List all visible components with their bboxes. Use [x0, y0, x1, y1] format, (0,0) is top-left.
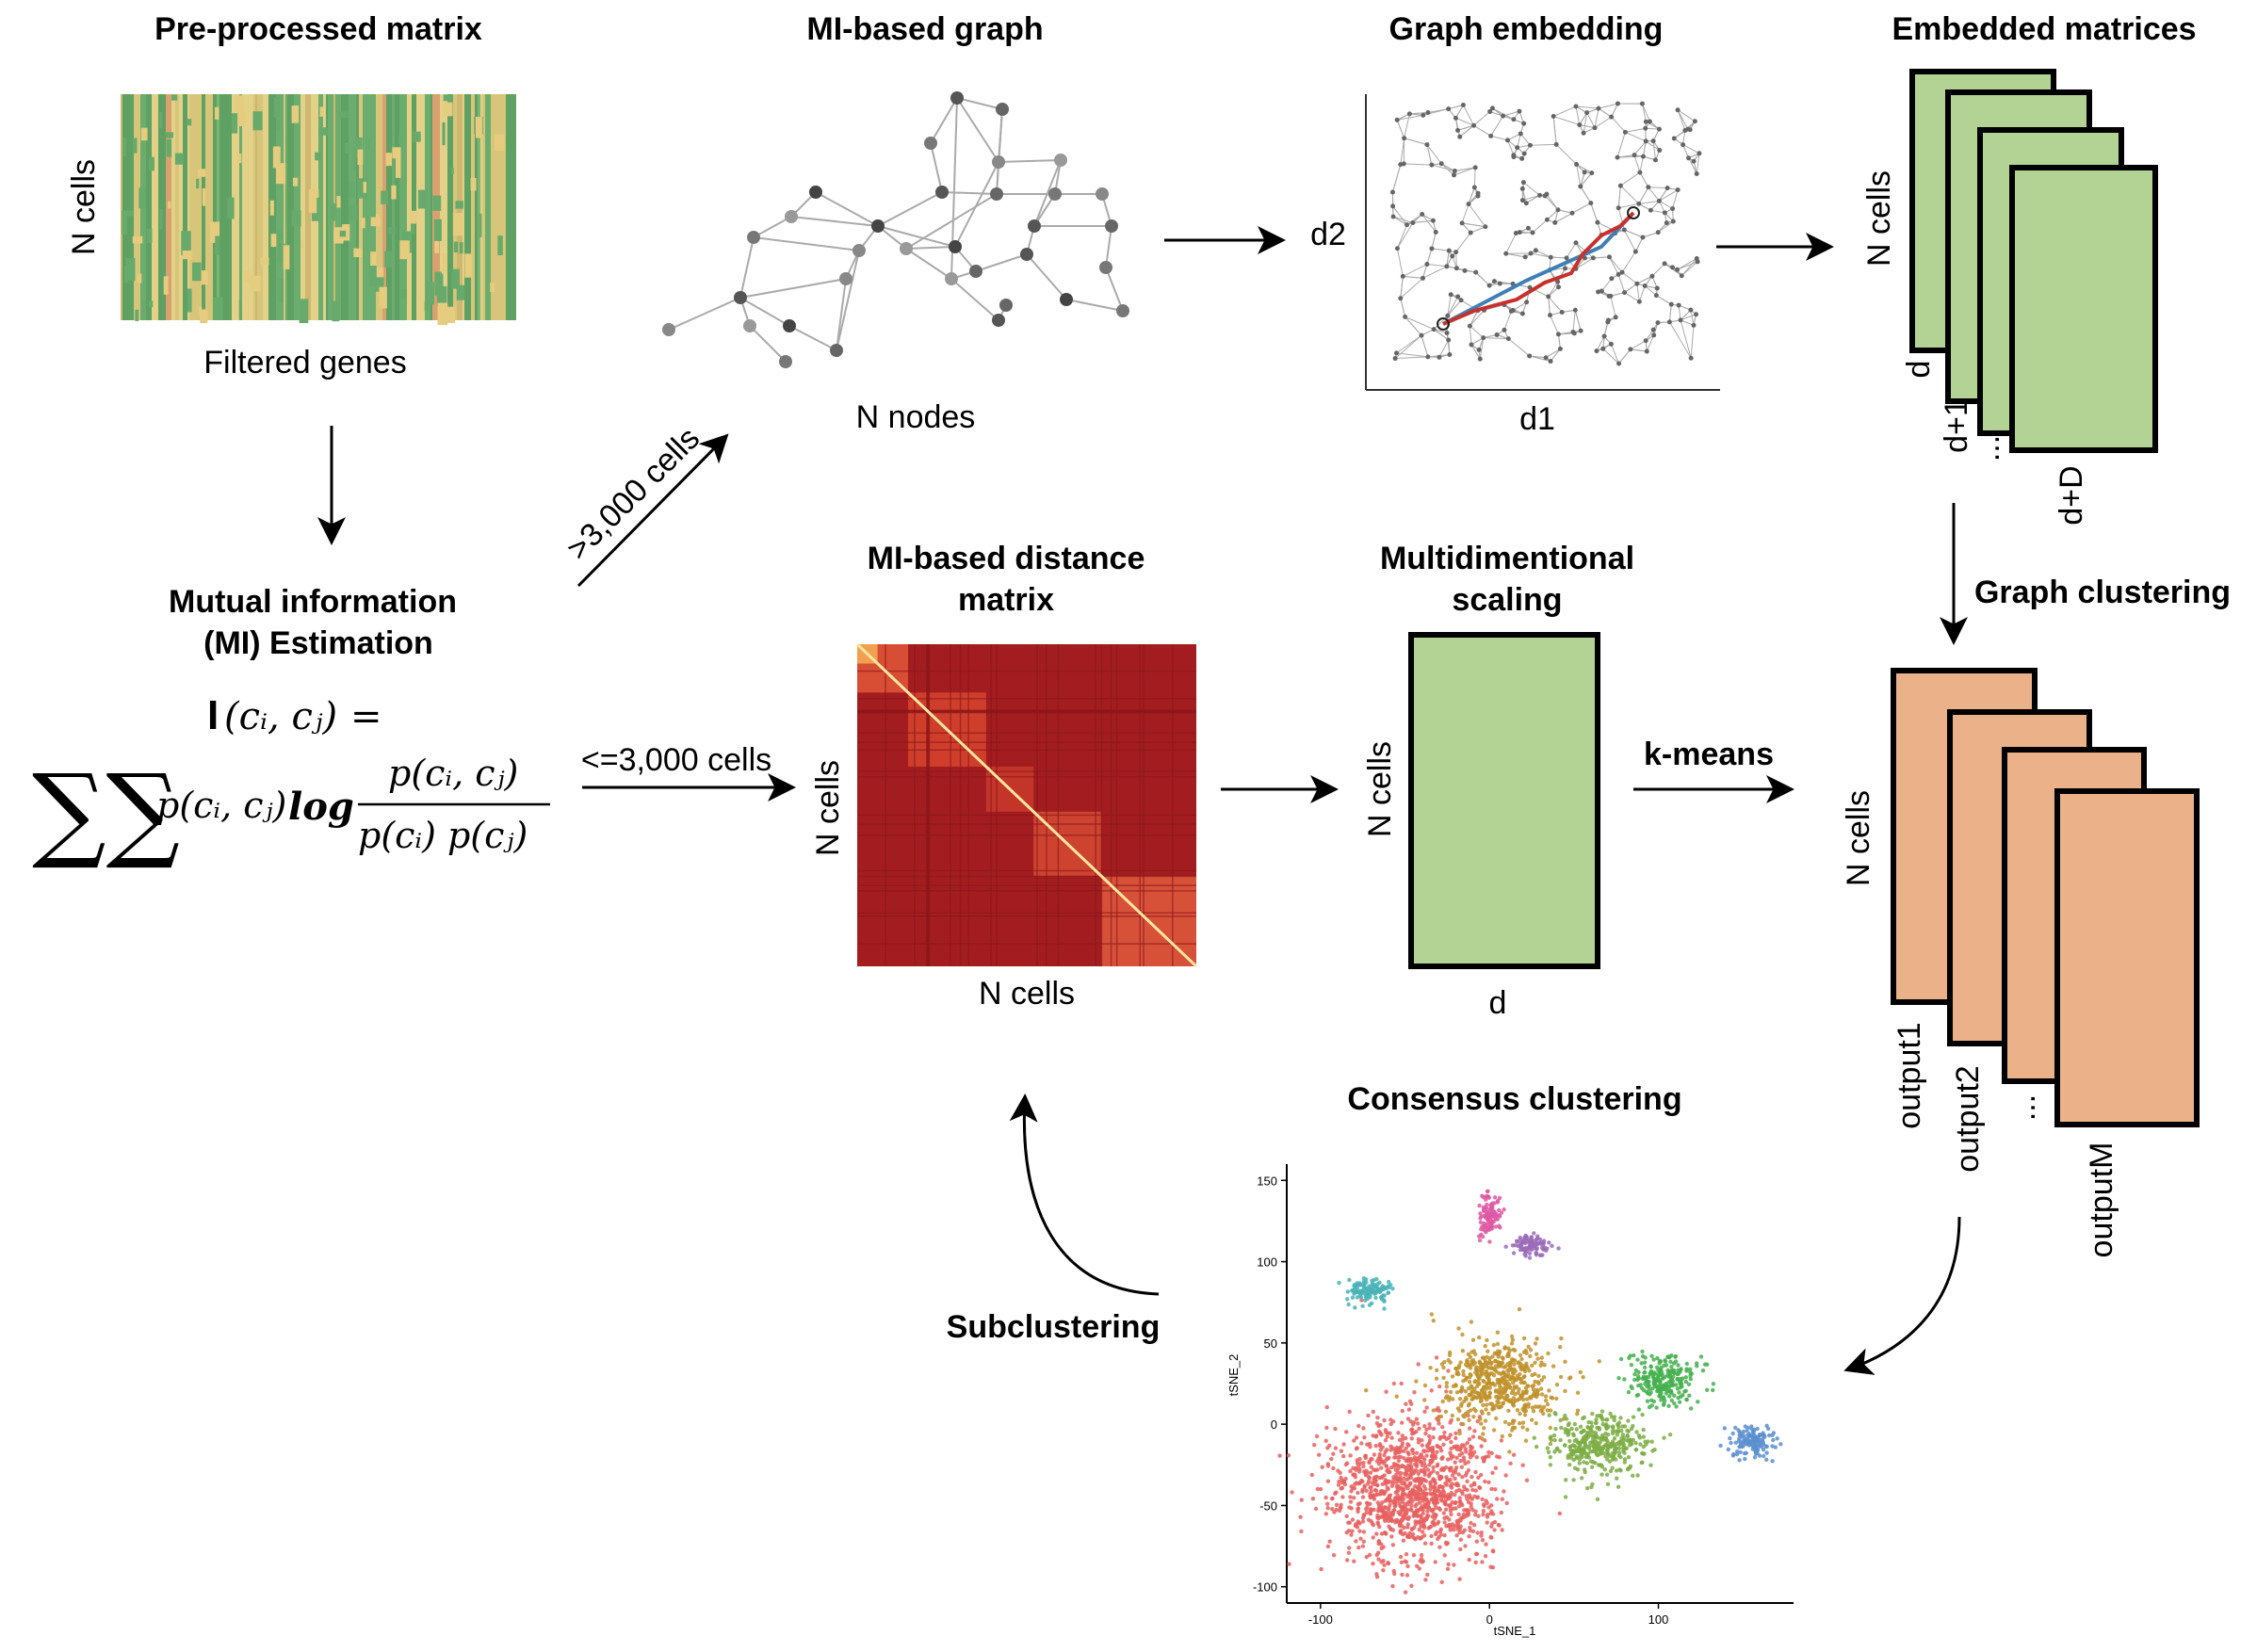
- arrow-subclustering: [1009, 1093, 1160, 1296]
- embedded-matrices-title: Embedded matrices: [1892, 11, 2196, 47]
- graph-embedding-plot: [1365, 94, 1720, 391]
- tsne-cluster-3: [1616, 1349, 1716, 1412]
- tsne-ytick-label: -50: [1259, 1498, 1277, 1513]
- tsne-xlabel: tSNE_1: [1494, 1624, 1536, 1638]
- output-matrices-stack: [1891, 668, 2200, 1127]
- small-datasets-label: <=3,000 cells: [581, 742, 771, 778]
- tsne-cluster-4: [1718, 1423, 1783, 1464]
- graph-embedding-title: Graph embedding: [1389, 11, 1664, 47]
- embedding-d2-label: d2: [1310, 217, 1346, 252]
- formula-lhs-args: (cᵢ, cⱼ): [224, 695, 337, 738]
- preprocessed-title: Pre-processed matrix: [154, 11, 482, 47]
- tsne-ylabel: tSNE_2: [1226, 1354, 1241, 1397]
- mi-estimation-title-line2: (MI) Estimation: [203, 625, 433, 661]
- tsne-cluster-0: [1277, 1298, 1563, 1595]
- formula-equals: =: [350, 695, 382, 738]
- tsne-scatter-plot: -100 0 100 -100 -50 0 50 100 150: [1253, 1164, 1794, 1627]
- tsne-ytick-label: 0: [1271, 1417, 1277, 1432]
- mds-title-line1: Multidimentional: [1380, 541, 1634, 576]
- arrow-large-datasets: [576, 433, 729, 588]
- embedding-d1-label: d1: [1519, 401, 1555, 437]
- tsne-ytick-label: 50: [1264, 1336, 1277, 1351]
- embedded-dots-label: ...: [1971, 435, 2006, 462]
- mi-graph-network: [662, 91, 1129, 368]
- formula-denominator: p(cᵢ) p(cⱼ): [358, 815, 528, 856]
- tsne-cluster-5: [1337, 1276, 1395, 1311]
- distance-matrix-title-line1: MI-based distance: [868, 541, 1145, 576]
- embedded-d-label: d: [1901, 361, 1937, 379]
- consensus-title: Consensus clustering: [1347, 1081, 1681, 1117]
- tsne-xtick-label: 100: [1648, 1612, 1669, 1627]
- embedded-matrices-stack: [1909, 69, 2158, 453]
- embedded-d1-label: d+1: [1939, 398, 1974, 453]
- preprocessed-matrix: [121, 94, 516, 326]
- distance-ncells-x-label: N cells: [979, 976, 1075, 1012]
- mds-ncells-label: N cells: [1362, 741, 1398, 837]
- output1-label: output1: [1892, 1022, 1927, 1128]
- output-ncells-label: N cells: [1841, 790, 1876, 886]
- output2-label: output2: [1950, 1065, 1986, 1172]
- formula-lhs-bold: I: [207, 692, 219, 738]
- mds-matrix: [1408, 632, 1600, 969]
- tsne-ytick-label: -100: [1253, 1580, 1277, 1595]
- graph-clustering-label: Graph clustering: [1974, 575, 2231, 610]
- formula-sums: ∑∑: [32, 752, 180, 872]
- subclustering-label: Subclustering: [947, 1309, 1161, 1345]
- embedding-red-path: [1442, 211, 1635, 326]
- formula-log: log: [288, 785, 354, 829]
- tsne-cluster-1: [1364, 1306, 1602, 1454]
- tsne-xtick-label: -100: [1308, 1612, 1333, 1627]
- embedded-ncells-label: N cells: [1861, 170, 1897, 267]
- filtered-genes-label: Filtered genes: [203, 345, 406, 381]
- mi-graph-title: MI-based graph: [806, 11, 1043, 47]
- mi-distance-heatmap: [855, 642, 1198, 968]
- formula-numerator: p(cᵢ, cⱼ): [388, 753, 518, 794]
- outputM-label: outputM: [2084, 1142, 2119, 1258]
- arrow-outputs-to-consensus: [1843, 1216, 1961, 1375]
- distance-matrix-title-line2: matrix: [958, 582, 1054, 618]
- mds-d-label: d: [1489, 985, 1507, 1021]
- tsne-cluster-6: [1477, 1189, 1506, 1244]
- n-nodes-label: N nodes: [856, 399, 976, 435]
- tsne-xtick-label: 0: [1486, 1612, 1493, 1627]
- distance-ncells-y-label: N cells: [810, 760, 846, 856]
- tsne-cluster-2: [1532, 1409, 1673, 1502]
- tsne-cluster-7: [1503, 1231, 1561, 1260]
- tsne-ytick-label: 150: [1257, 1174, 1277, 1188]
- output-dots-label: ...: [2006, 1094, 2042, 1121]
- embedded-dD-label: d+D: [2054, 465, 2089, 525]
- tsne-ytick-label: 100: [1257, 1255, 1277, 1270]
- mds-title-line2: scaling: [1452, 582, 1562, 618]
- formula-p-joint: p(cᵢ, cⱼ): [156, 785, 286, 826]
- preprocessed-ncells-label: N cells: [66, 159, 102, 255]
- large-datasets-label: >3,000 cells: [560, 420, 706, 567]
- embedding-blue-path: [1442, 211, 1635, 326]
- mi-formula: I (cᵢ, cⱼ) = ∑∑ p(cᵢ, cⱼ) log p(cᵢ, cⱼ) …: [32, 692, 550, 872]
- kmeans-label: k-means: [1644, 737, 1774, 772]
- mi-estimation-title-line1: Mutual information: [169, 584, 457, 620]
